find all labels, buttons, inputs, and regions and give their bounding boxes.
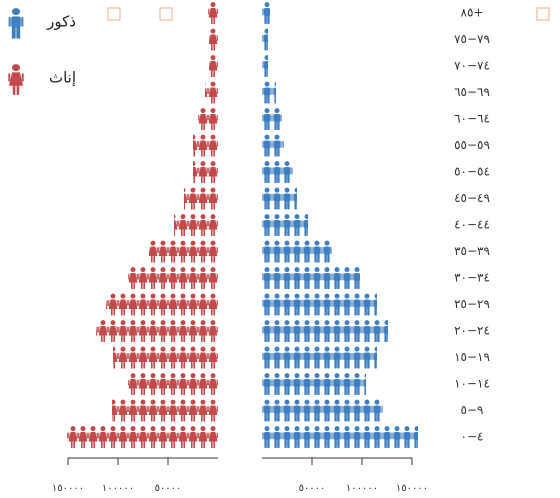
icon-bar [106, 293, 218, 316]
icon-bar [198, 108, 218, 130]
icon-bar [262, 320, 388, 342]
x-tick-label: ١٥٠٠٠٠ [396, 483, 428, 494]
icon-bar [208, 2, 218, 24]
icon-bar [262, 399, 383, 422]
legend-label: إناث [49, 69, 76, 87]
icon-bar [262, 293, 377, 316]
icon-bar [193, 161, 218, 183]
x-axis [67, 457, 413, 465]
icon-bar [262, 240, 332, 263]
icon-bar [262, 2, 270, 24]
age-label: ٢٤−٢٠ [454, 324, 490, 338]
x-tick-label: ٥٠٠٠٠ [155, 483, 182, 494]
icon-bar [149, 240, 218, 263]
age-label: ٣٤−٣٠ [454, 271, 490, 285]
x-tick-label: ٥٠٠٠٠ [299, 483, 326, 494]
icon-bar [262, 55, 268, 77]
age-label: ٢٩−٢٥ [454, 297, 490, 311]
icon-bar [128, 373, 218, 395]
age-label: ٤−٠ [461, 430, 484, 444]
toggle[interactable] [159, 7, 173, 21]
age-label: ٩−٥ [461, 403, 484, 417]
icon-bar [209, 55, 218, 77]
age-label: ٤٤−٤٠ [454, 218, 490, 232]
icon-bar [209, 28, 218, 51]
legend-icon [8, 64, 24, 95]
age-label: ١٤−١٠ [454, 377, 490, 391]
age-label: ٤٩−٤٥ [454, 191, 490, 205]
age-label: ٨٥+ [461, 6, 484, 20]
legend-label: ذكور [46, 13, 76, 31]
icon-bar [262, 346, 377, 369]
icon-bar [262, 161, 293, 183]
toggle[interactable] [107, 7, 121, 21]
icon-bar [262, 267, 360, 289]
age-label: ٧٤−٧٠ [454, 59, 490, 73]
x-tick-label: ١٠٠٠٠٠ [102, 483, 134, 494]
age-label: ٦٩−٦٥ [454, 85, 490, 99]
toggle[interactable] [536, 7, 550, 21]
icon-bar [262, 108, 282, 130]
x-tick-label: ١٥٠٠٠٠ [52, 483, 84, 494]
icon-bar [193, 134, 218, 157]
age-label: ٥٤−٥٠ [454, 165, 490, 179]
icon-bar [67, 426, 218, 448]
icon-bar [262, 81, 276, 104]
icon-bar [184, 187, 218, 210]
icon-bar [262, 214, 308, 236]
icon-bar [205, 81, 218, 104]
icon-bar [262, 373, 366, 395]
icon-bar [128, 267, 218, 289]
icon-bar [262, 426, 418, 448]
icon-bar [113, 346, 218, 369]
x-tick-label: ١٠٠٠٠٠ [346, 483, 378, 494]
icon-bar [262, 134, 284, 157]
icon-bar [174, 214, 218, 236]
age-label: ٧٩−٧٥ [454, 32, 490, 46]
icon-bar [112, 399, 218, 422]
age-label: ١٩−١٥ [454, 350, 490, 364]
age-label: ٥٩−٥٥ [454, 138, 490, 152]
icon-bar [262, 187, 297, 210]
age-label: ٦٤−٦٠ [454, 112, 490, 126]
icon-bar [96, 320, 218, 342]
age-label: ٣٩−٣٥ [454, 244, 490, 258]
legend-icon [8, 8, 24, 39]
legend-icon-shape [8, 8, 24, 39]
icon-bar [262, 28, 268, 51]
legend-icon-shape [8, 64, 24, 95]
